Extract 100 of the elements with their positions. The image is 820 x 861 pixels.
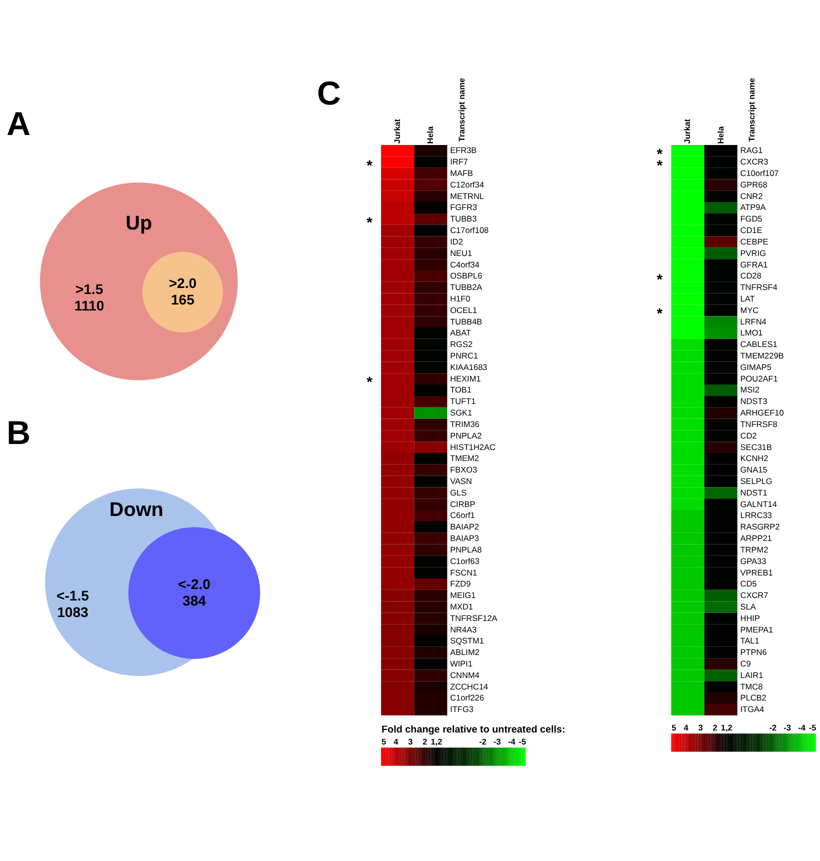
y2-tick-label: GPR68	[740, 180, 768, 190]
y2-tick-label: C9	[740, 660, 752, 669]
y2-tick-label: FGFR3	[450, 203, 478, 212]
y2-tick-label: OCEL1	[450, 306, 478, 315]
y2-tick-label: CD2	[740, 431, 758, 440]
y2-tick-label: KCNH2	[740, 454, 769, 464]
y2-tick-label: H1F0	[450, 294, 471, 304]
y-tick-label: *	[366, 158, 373, 174]
y2-tick-label: MSI2	[740, 386, 760, 395]
y-tick-label: *	[366, 375, 373, 392]
color-bar-label: -4	[508, 738, 516, 747]
y2-tick-label: CXCR3	[740, 158, 769, 167]
y2-tick-label: C12orf34	[450, 180, 484, 190]
y2-tick-label: FBXO3	[450, 466, 478, 475]
y2-tick-label: C4orf34	[450, 260, 480, 270]
y2-tick-label: WIPI1	[450, 660, 473, 669]
y2-tick-label: CD1E	[740, 226, 763, 236]
y2-tick-label: TUBB2A	[450, 283, 483, 292]
color-bar-label: 5	[381, 738, 386, 747]
y2-tick-label: VASN	[450, 476, 472, 486]
y2-tick-label: C1orf63	[450, 556, 480, 566]
color-bar-label: -3	[784, 724, 792, 733]
category-label: >1.5	[75, 280, 104, 297]
color-bar-label: 1,2	[430, 738, 443, 747]
y2-tick-label: C6orf1	[450, 511, 476, 520]
y2-tick-label: LAIR1	[740, 670, 764, 680]
y2-tick-label: NDST1	[740, 488, 768, 498]
y2-tick-label: TMEM2	[450, 454, 480, 464]
y2-tick-label: RAG1	[740, 146, 764, 156]
y2-tick-label: TRPM2	[740, 545, 769, 554]
text: Up	[126, 212, 152, 234]
y2-tick-label: TUBB3	[450, 214, 478, 224]
y2-tick-label: HIST1H2AC	[450, 442, 496, 452]
color-bar-label: -2	[479, 738, 487, 747]
color-bar-label: -2	[769, 724, 777, 733]
y2-tick-label: POU2AF1	[740, 374, 778, 384]
y2-tick-label: CABLES1	[740, 340, 778, 350]
data-label: 1110	[74, 297, 104, 314]
y2-tick-label: CNNM4	[450, 670, 480, 680]
chart-title: C	[317, 75, 341, 112]
y2-tick-label: TUFT1	[450, 397, 476, 406]
y2-tick-label: ITFG3	[450, 705, 474, 714]
y2-axis-title: Transcript name	[458, 78, 467, 142]
category-label: <-1.5	[56, 587, 90, 604]
y2-tick-label: HHIP	[740, 614, 760, 623]
y2-tick-label: ATP9A	[740, 203, 766, 212]
y2-tick-label: MXD1	[450, 602, 474, 612]
category-label: <-2.0	[178, 576, 211, 592]
y2-tick-label: FGD5	[740, 214, 763, 224]
y2-tick-label: CD5	[740, 580, 758, 589]
data-label: 165	[170, 292, 195, 308]
text: Down	[109, 499, 164, 522]
y2-tick-label: PNPLA2	[450, 431, 482, 440]
y2-tick-label: C17orf108	[450, 226, 490, 236]
y2-tick-label: BAIAP3	[450, 534, 480, 544]
y-tick-label: *	[656, 306, 663, 323]
color-bar-label: -3	[494, 738, 502, 747]
y2-tick-label: LRRC33	[740, 511, 772, 520]
y2-tick-label: CD28	[740, 272, 762, 281]
y2-tick-label: CIRBP	[450, 500, 476, 509]
y2-tick-label: GPA33	[740, 556, 767, 566]
y2-tick-label: GIMAP5	[740, 362, 772, 372]
y-tick-label: *	[366, 215, 373, 232]
y2-tick-label: METRNL	[450, 192, 484, 201]
y2-tick-label: RASGRP2	[740, 522, 780, 532]
y2-tick-label: ITGA4	[740, 705, 764, 714]
y2-tick-label: ID2	[450, 237, 464, 246]
color-bar-label: 4	[684, 724, 689, 733]
y2-tick-label: EFR3B	[450, 146, 478, 156]
y2-tick-label: CXCR7	[740, 591, 769, 600]
y2-tick-label: C1orf226	[450, 694, 484, 703]
y2-tick-label: ABLIM2	[450, 648, 480, 658]
y2-tick-label: TAL1	[740, 636, 760, 646]
y2-tick-label: GALNT14	[740, 500, 778, 509]
y2-tick-label: ARPP21	[740, 534, 772, 544]
y2-tick-label: PNRC1	[450, 352, 478, 361]
y2-tick-label: TNFRSF4	[740, 283, 778, 292]
color-bar-title: Fold change relative to untreated cells:	[381, 724, 566, 736]
y2-tick-label: IRF7	[450, 158, 468, 167]
x-tick-label: Hela	[716, 126, 726, 144]
y2-tick-label: C10orf107	[740, 168, 780, 178]
y-tick-label: *	[656, 272, 663, 288]
x-tick-label: Hela	[426, 126, 436, 144]
y2-tick-label: LRFN4	[740, 317, 767, 326]
y2-axis-title: Transcript name	[748, 78, 757, 142]
y2-tick-label: NR4A3	[450, 625, 478, 634]
y2-tick-label: PTPN6	[740, 648, 768, 658]
y2-tick-label: NEU1	[450, 248, 473, 258]
y2-tick-label: TMEM229B	[740, 352, 784, 361]
color-bar-label: 2	[712, 724, 718, 733]
y2-tick-label: BAIAP2	[450, 522, 480, 532]
x-tick-label: Jurkat	[683, 118, 692, 144]
y2-tick-label: TOB1	[450, 386, 472, 395]
y2-tick-label: TMC8	[740, 682, 764, 692]
y2-tick-label: LMO1	[740, 328, 764, 338]
color-bar-label: 3	[698, 724, 704, 733]
y2-tick-label: ABAT	[450, 328, 472, 338]
y2-tick-label: TUBB4B	[450, 317, 483, 326]
y2-tick-label: MEIG1	[450, 591, 476, 600]
y2-tick-label: ARHGEF10	[740, 408, 784, 418]
